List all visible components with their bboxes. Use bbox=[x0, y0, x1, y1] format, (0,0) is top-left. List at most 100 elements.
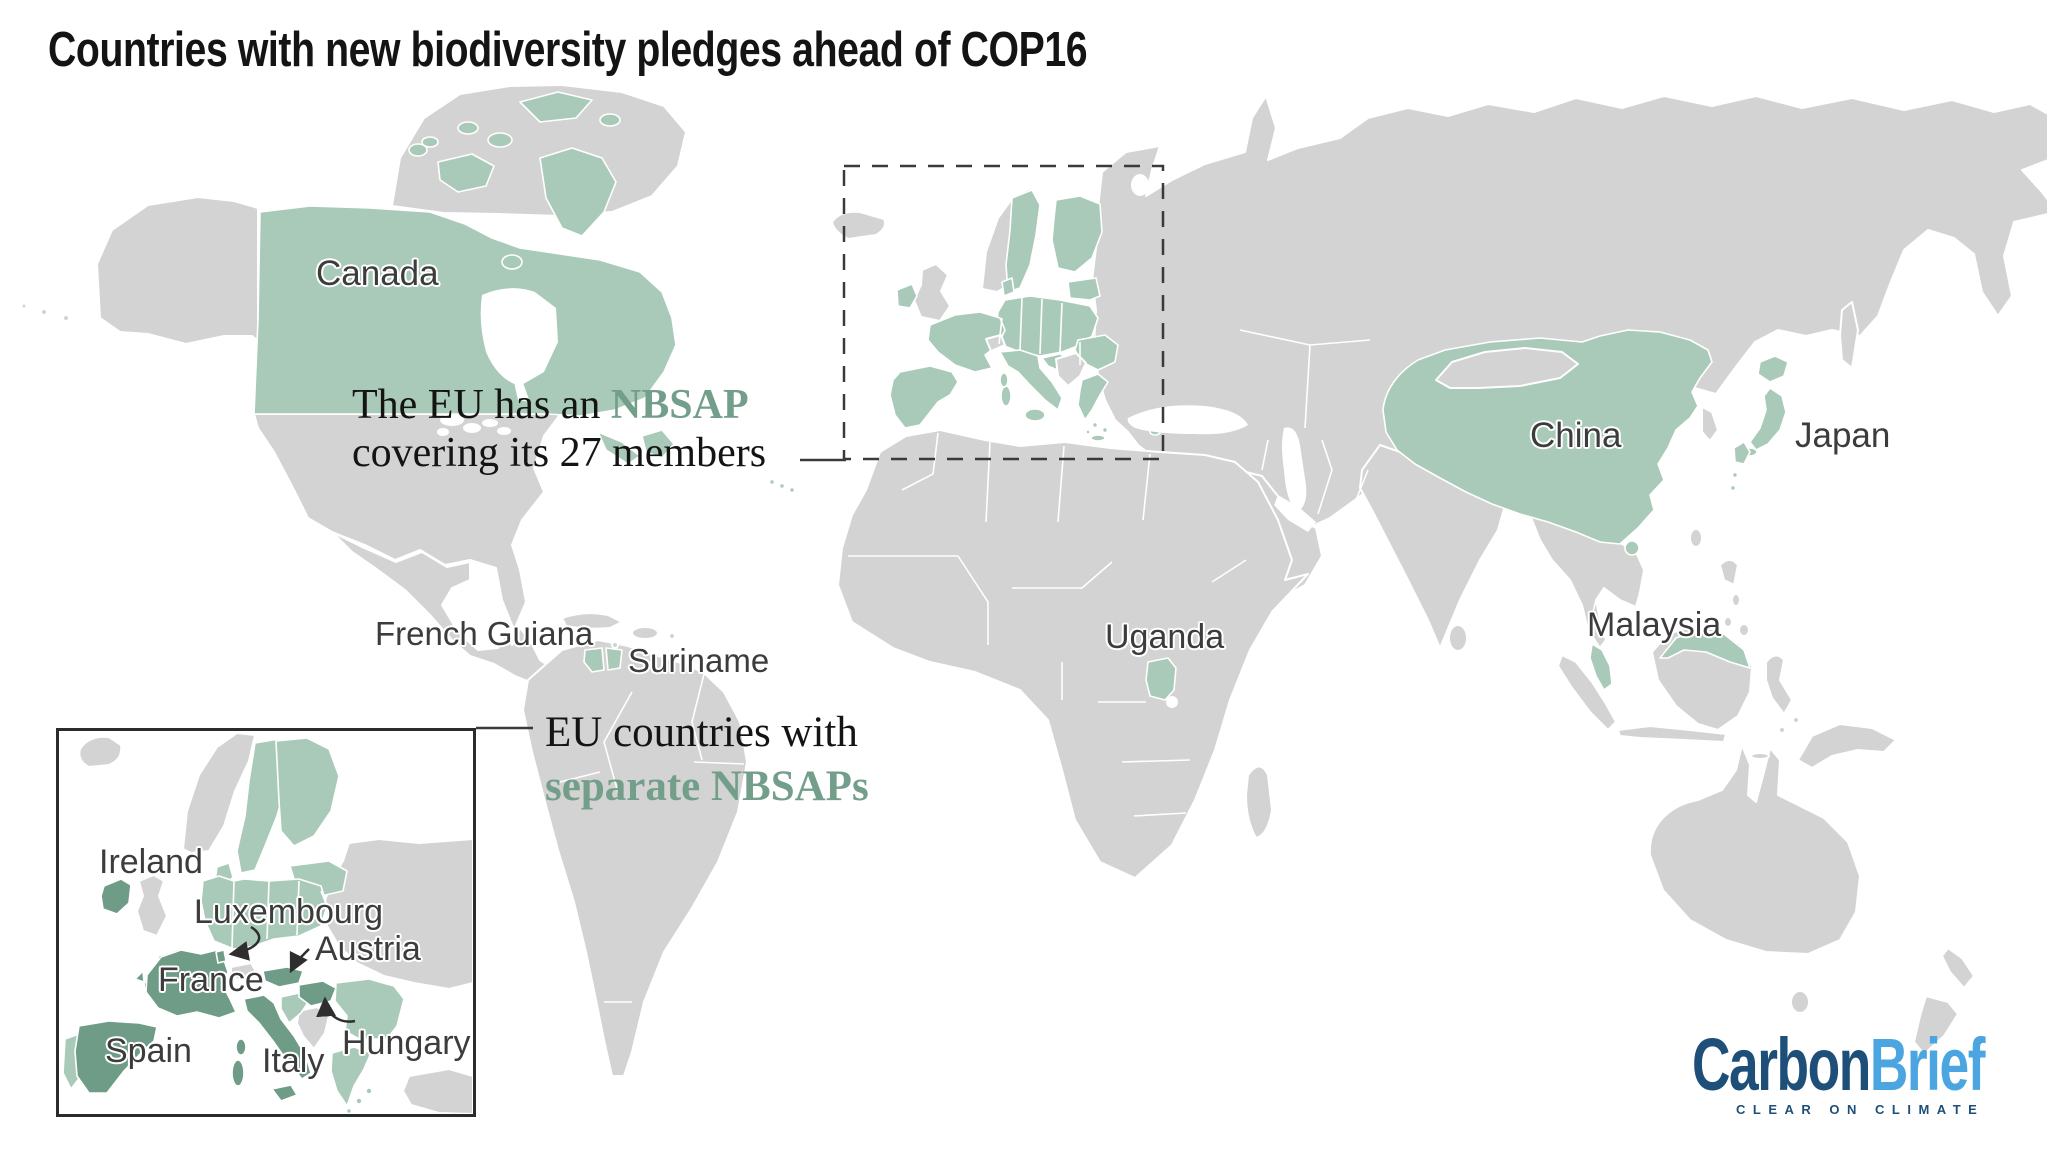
label-suriname: Suriname bbox=[628, 642, 770, 679]
canada-island bbox=[599, 113, 621, 127]
jamaica-shape bbox=[611, 641, 619, 649]
country-borders bbox=[559, 297, 1597, 1003]
label-french-guiana: French Guiana bbox=[375, 615, 594, 652]
sri-lanka-shape bbox=[1448, 624, 1468, 652]
japan-island bbox=[1729, 484, 1737, 492]
inset-switzerland bbox=[230, 962, 258, 982]
pledge-countries bbox=[253, 91, 1789, 701]
eu-italy-shape bbox=[999, 349, 1063, 411]
usa-shape bbox=[253, 403, 563, 631]
philippine-island bbox=[1738, 623, 1750, 637]
timor-shape bbox=[1750, 752, 1770, 760]
great-lake bbox=[497, 427, 511, 435]
aleutian-island bbox=[40, 308, 48, 316]
french-guiana-shape bbox=[605, 647, 623, 671]
uganda-shape bbox=[1145, 657, 1177, 701]
white-sea bbox=[1131, 174, 1149, 196]
inset-label-arrows bbox=[228, 925, 356, 1023]
label-uganda: Uganda bbox=[1105, 618, 1225, 656]
logo-tagline: CLEAR ON CLIMATE bbox=[1736, 1102, 1985, 1117]
west-balkans-shape bbox=[1055, 352, 1087, 387]
great-lake bbox=[437, 428, 449, 436]
hudson-bay bbox=[480, 288, 558, 386]
inset-greek-island bbox=[355, 1097, 363, 1105]
japan-kyushu-shape bbox=[1733, 441, 1751, 465]
hispaniola-shape bbox=[631, 626, 659, 640]
sulawesi-shape bbox=[1765, 654, 1793, 715]
label-china: China bbox=[1530, 416, 1622, 455]
luzon-shape bbox=[1719, 559, 1739, 586]
cuba-shape bbox=[561, 612, 623, 630]
canada-island bbox=[408, 143, 428, 157]
inset-label-italy: Italy bbox=[262, 1042, 325, 1080]
austria-arrow bbox=[289, 948, 310, 974]
inset-corsica bbox=[235, 1038, 247, 1056]
canada-island bbox=[457, 121, 479, 135]
hainan-shape bbox=[1624, 540, 1640, 556]
eu-denmark-shape bbox=[1001, 277, 1015, 297]
annotation-separate-line1: EU countries with bbox=[545, 709, 858, 756]
inset-norway bbox=[182, 732, 256, 854]
sakhalin-shape bbox=[1839, 301, 1859, 369]
sumatra-shape bbox=[1557, 654, 1617, 731]
great-lake bbox=[463, 423, 481, 433]
inset-label-luxembourg: Luxembourg bbox=[194, 893, 384, 931]
gray-overlays bbox=[985, 334, 1703, 548]
inset-separate-nbsap-countries bbox=[74, 878, 337, 1102]
puerto-rico-shape bbox=[668, 632, 676, 640]
molucca-island bbox=[1778, 726, 1786, 734]
europe-inset-svg bbox=[62, 732, 473, 1114]
canada-island bbox=[501, 254, 523, 270]
inset-sicily bbox=[271, 1084, 298, 1102]
seas-and-lakes bbox=[437, 174, 1316, 708]
black-sea bbox=[1127, 405, 1248, 435]
philippine-island bbox=[1731, 593, 1741, 607]
canary-island bbox=[768, 478, 776, 486]
eu-iberia-shape bbox=[889, 365, 959, 429]
annotation-eu-nbsap: The EU has an NBSAP covering its 27 memb… bbox=[352, 381, 766, 477]
new-guinea-shape bbox=[1797, 723, 1897, 769]
taiwan-shape bbox=[1689, 528, 1703, 548]
eu-sicily-shape bbox=[1024, 408, 1046, 422]
australia-shape bbox=[1648, 744, 1861, 955]
annotation-lines bbox=[476, 164, 1165, 730]
tasmania-shape bbox=[1790, 990, 1810, 1014]
europe-inset-map: Ireland Luxembourg Austria France Spain … bbox=[56, 728, 476, 1117]
canary-island bbox=[778, 482, 786, 490]
label-canada: Canada bbox=[316, 254, 439, 293]
inset-greek-island bbox=[365, 1087, 373, 1095]
inset-greek-island bbox=[345, 1107, 353, 1114]
malaysia-borneo-shape bbox=[1659, 629, 1751, 669]
eu-greece-shape bbox=[1077, 373, 1109, 421]
page-title: Countries with new biodiversity pledges … bbox=[48, 23, 1088, 77]
philippine-island bbox=[1723, 616, 1733, 628]
canada-island bbox=[487, 132, 513, 148]
madagascar-shape bbox=[1245, 765, 1273, 839]
greek-island bbox=[1091, 421, 1099, 429]
japan-island bbox=[1731, 471, 1739, 479]
inset-label-spain: Spain bbox=[105, 1032, 192, 1070]
new-zealand-south-shape bbox=[1913, 995, 1959, 1055]
eu-corsica-shape bbox=[999, 372, 1009, 388]
eu-france-shape bbox=[927, 311, 1006, 373]
greek-island bbox=[1101, 426, 1109, 434]
suriname-shape bbox=[583, 647, 605, 673]
eu-finland-shape bbox=[1051, 195, 1103, 273]
aleutian-island bbox=[20, 302, 28, 310]
inset-italy bbox=[243, 994, 312, 1080]
eu-ireland-shape bbox=[896, 283, 918, 309]
eu-sardinia-shape bbox=[1000, 385, 1012, 407]
japan-honshu-shape bbox=[1749, 387, 1787, 451]
canary-island bbox=[788, 486, 796, 494]
korea-shape bbox=[1701, 406, 1719, 442]
gulf-of-bothnia bbox=[1035, 218, 1049, 272]
annotation-eu-line1: The EU has an NBSAP bbox=[352, 382, 749, 428]
hungary-arrow bbox=[316, 996, 356, 1023]
james-bay bbox=[514, 380, 530, 402]
annotation-eu-line2: covering its 27 members bbox=[352, 430, 767, 476]
nbsap-highlight: NBSAP bbox=[610, 382, 749, 428]
canada-island bbox=[519, 91, 593, 123]
eu-baltics-shape bbox=[1067, 277, 1101, 301]
inset-iceland bbox=[78, 735, 123, 768]
inset-eu-countries bbox=[62, 737, 405, 1114]
